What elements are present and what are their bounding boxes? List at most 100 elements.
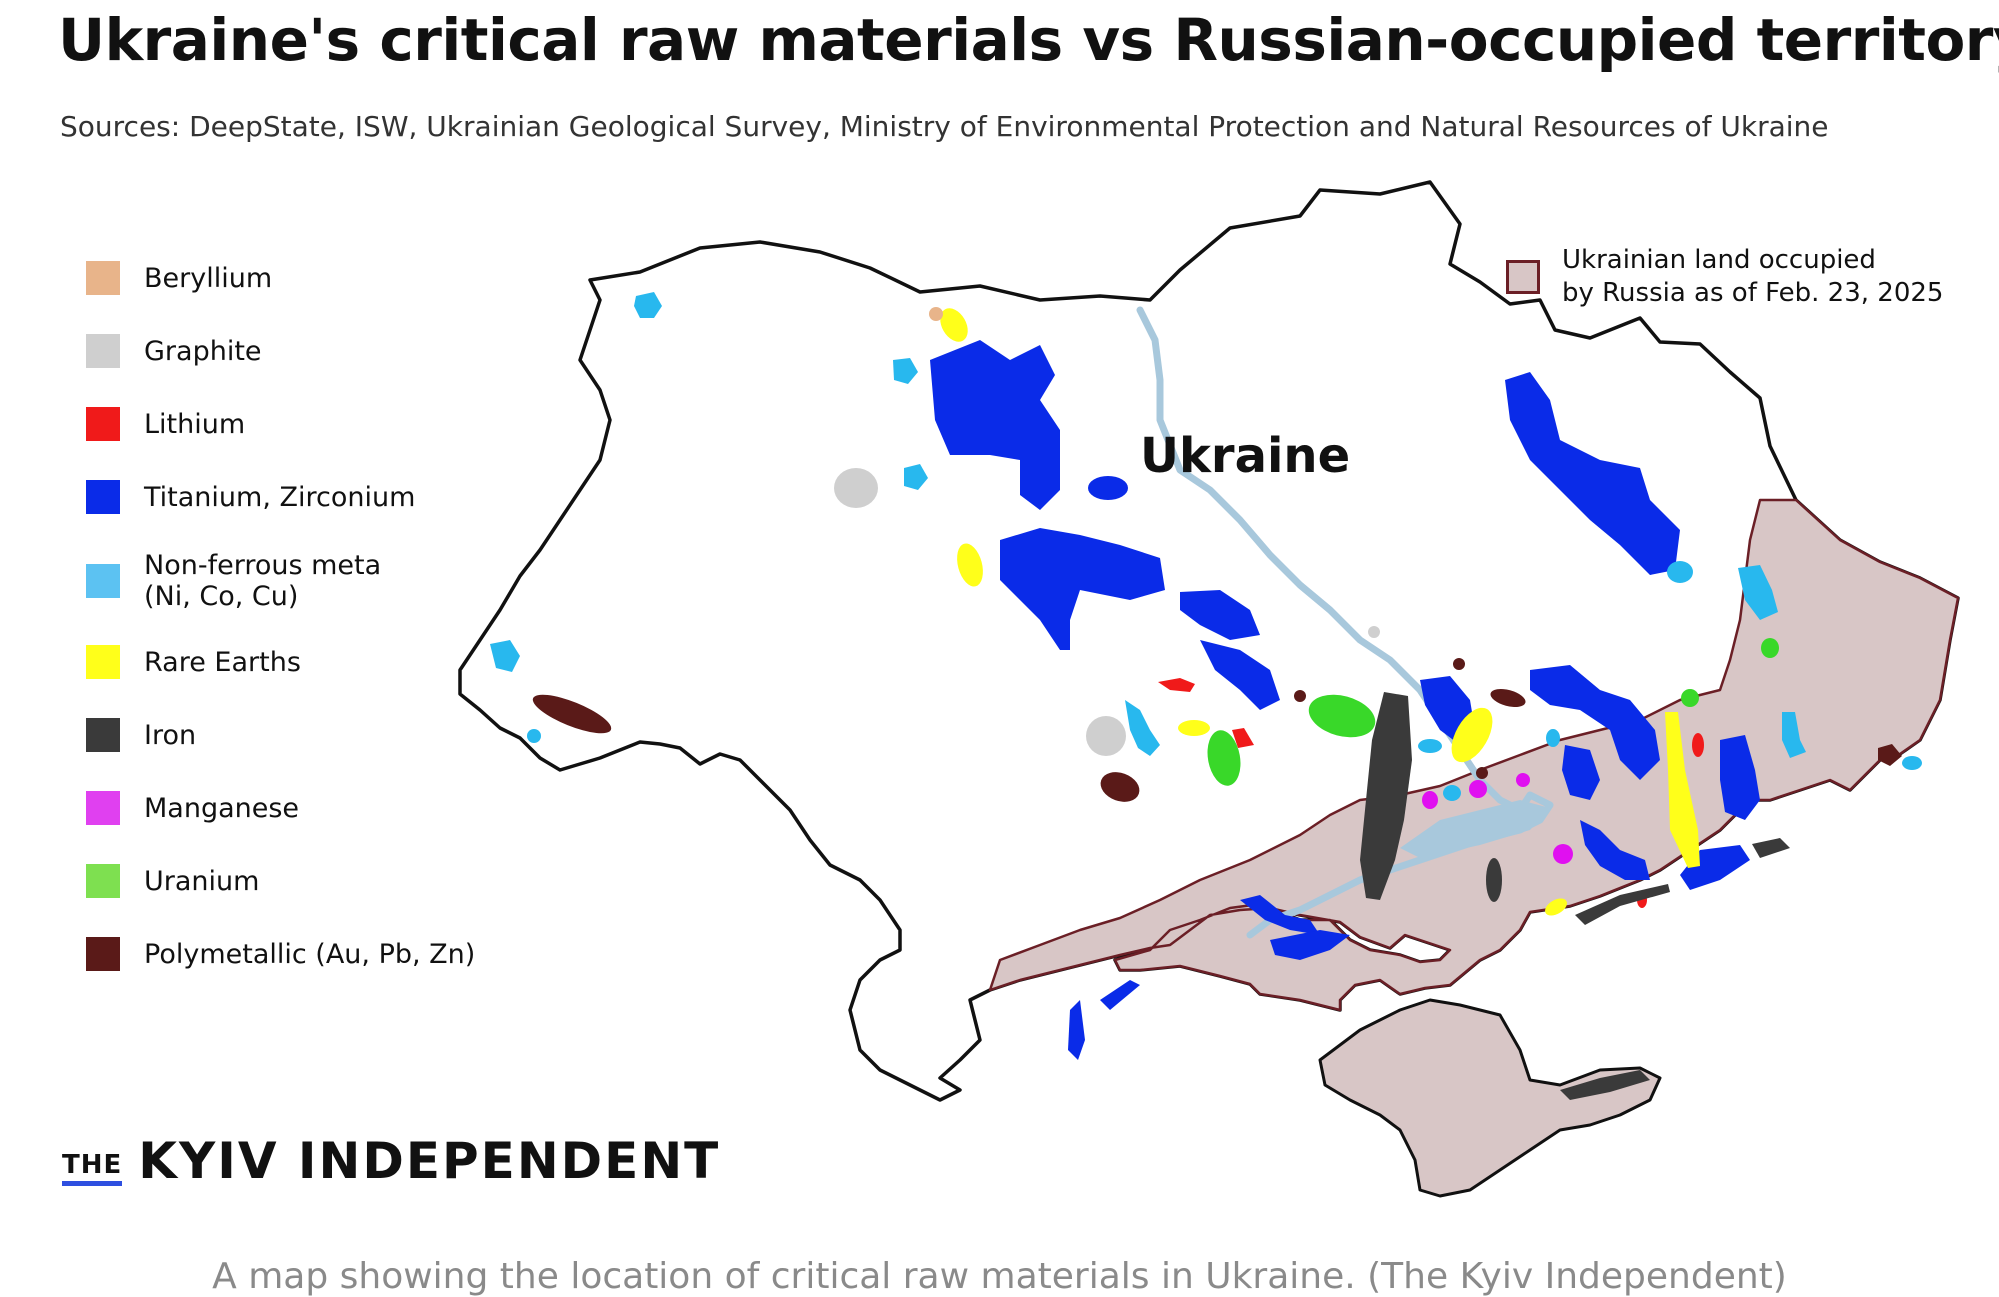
lithium-deposit (1232, 728, 1254, 748)
titanium-deposit (930, 340, 1060, 510)
manganese-deposit (1422, 791, 1438, 809)
lithium-deposit (1692, 733, 1704, 757)
polymetallic-deposit (1476, 767, 1488, 779)
non-ferrous-deposits (490, 292, 1922, 801)
legend-item-iron: Iron (86, 715, 196, 755)
dnipro-river (1136, 306, 1554, 939)
legend-label: Manganese (144, 792, 300, 824)
logo-name: KYIV INDEPENDENT (138, 1132, 721, 1190)
legend-item-uranium: Uranium (86, 861, 259, 901)
crimea (1318, 998, 1662, 1198)
occupied-swatch (1506, 260, 1540, 294)
legend-swatch-titanium (86, 480, 120, 514)
polymetallic-deposit (1294, 690, 1306, 702)
lithium-deposit (1158, 678, 1195, 692)
occupied-legend-line1: Ukrainian land occupied (1562, 245, 1876, 275)
map-title: Ukraine's critical raw materials vs Russ… (58, 6, 1999, 74)
iron-deposits (1360, 692, 1790, 1100)
legend-swatch-lithium (86, 407, 120, 441)
kyiv-independent-logo: THE KYIV INDEPENDENT (62, 1136, 720, 1186)
polymetallic-deposit (532, 694, 612, 734)
non-ferrous-deposit (1418, 739, 1442, 753)
graphite-deposit (1368, 626, 1380, 638)
country-label: Ukraine (1140, 428, 1351, 484)
graphite-deposit (1086, 716, 1126, 756)
legend-label: Uranium (144, 865, 260, 897)
legend-label: Rare Earths (144, 646, 301, 678)
titanium-deposit (1530, 665, 1660, 780)
uranium-deposits (1207, 638, 1779, 786)
legend-label: Graphite (144, 335, 262, 367)
titanium-deposit (1270, 930, 1350, 960)
titanium-deposits (930, 340, 1760, 1060)
legend-label: Iron (144, 719, 197, 751)
legend-label: Titanium, Zirconium (144, 481, 416, 513)
iron-deposit (1752, 838, 1790, 858)
non-ferrous-deposit (634, 292, 662, 318)
polymetallic-deposit (1490, 688, 1526, 708)
non-ferrous-deposit (1125, 700, 1160, 756)
rare-earth-deposit (957, 543, 983, 587)
non-ferrous-deposit (1902, 756, 1922, 770)
polymetallic-deposit (1453, 658, 1465, 670)
graphite-deposits (834, 468, 1380, 756)
uranium-deposit (1207, 730, 1241, 786)
manganese-deposit (1516, 773, 1530, 787)
legend-label: Polymetallic (Au, Pb, Zn) (144, 938, 476, 970)
non-ferrous-deposit (893, 358, 918, 384)
legend-item-graphite: Graphite (86, 331, 262, 371)
titanium-deposit (1580, 820, 1650, 880)
polymetallic-deposit (1100, 772, 1140, 802)
titanium-deposit (1720, 735, 1760, 820)
reservoir (1400, 800, 1550, 858)
logo-the: THE (62, 1152, 123, 1186)
occupied-legend-text: Ukrainian land occupied by Russia as of … (1562, 244, 1943, 310)
occupied-legend-line2: by Russia as of Feb. 23, 2025 (1562, 278, 1944, 308)
legend-swatch-graphite (86, 334, 120, 368)
legend-swatch-beryllium (86, 261, 120, 295)
titanium-deposit (1240, 895, 1320, 935)
legend-swatch-iron (86, 718, 120, 752)
legend-label-line2: (Ni, Co, Cu) (144, 581, 299, 612)
legend-item-non-ferrous: Non-ferrous meta (Ni, Co, Cu) (86, 546, 381, 616)
beryllium-deposit (929, 307, 943, 321)
iron-deposit (1560, 1070, 1650, 1100)
polymetallic-deposit (1878, 744, 1902, 766)
titanium-deposit (1088, 476, 1128, 500)
sources-line: Sources: DeepState, ISW, Ukrainian Geolo… (60, 110, 1829, 143)
legend-swatch-rare-earths (86, 645, 120, 679)
graphite-deposit (834, 468, 878, 508)
legend-label-line1: Non-ferrous meta (144, 550, 382, 581)
non-ferrous-deposit (1667, 561, 1693, 583)
legend-swatch-uranium (86, 864, 120, 898)
rare-earth-deposits (940, 308, 1700, 916)
non-ferrous-deposit (904, 464, 928, 490)
rare-earth-deposit (940, 308, 968, 342)
legend-item-manganese: Manganese (86, 788, 299, 828)
uranium-deposit (1681, 689, 1699, 707)
rare-earth-deposit (1451, 707, 1493, 763)
rare-earth-deposit (1545, 898, 1567, 916)
iron-deposit (1360, 692, 1412, 900)
manganese-deposits (1422, 773, 1573, 864)
non-ferrous-deposit (1546, 729, 1560, 747)
titanium-deposit (1200, 640, 1280, 710)
legend-swatch-non-ferrous (86, 564, 120, 598)
non-ferrous-deposit (1782, 712, 1806, 758)
titanium-deposit (1562, 745, 1600, 800)
legend-item-lithium: Lithium (86, 404, 245, 444)
legend-item-polymetallic: Polymetallic (Au, Pb, Zn) (86, 934, 475, 974)
titanium-deposit (1068, 1000, 1085, 1060)
iron-deposit (1575, 884, 1670, 925)
legend-label: Beryllium (144, 262, 273, 294)
legend-label: Lithium (144, 408, 246, 440)
occupied-legend: Ukrainian land occupied by Russia as of … (1506, 244, 1943, 310)
rare-earth-deposit (1665, 712, 1700, 868)
non-ferrous-deposit (1443, 785, 1461, 801)
non-ferrous-deposit (527, 729, 541, 743)
rare-earth-deposit (1178, 720, 1210, 736)
occupied-territory (988, 498, 1960, 1012)
legend-item-rare-earths: Rare Earths (86, 642, 301, 682)
legend-label: Non-ferrous meta (Ni, Co, Cu) (144, 550, 381, 612)
image-caption: A map showing the location of critical r… (212, 1256, 1787, 1297)
